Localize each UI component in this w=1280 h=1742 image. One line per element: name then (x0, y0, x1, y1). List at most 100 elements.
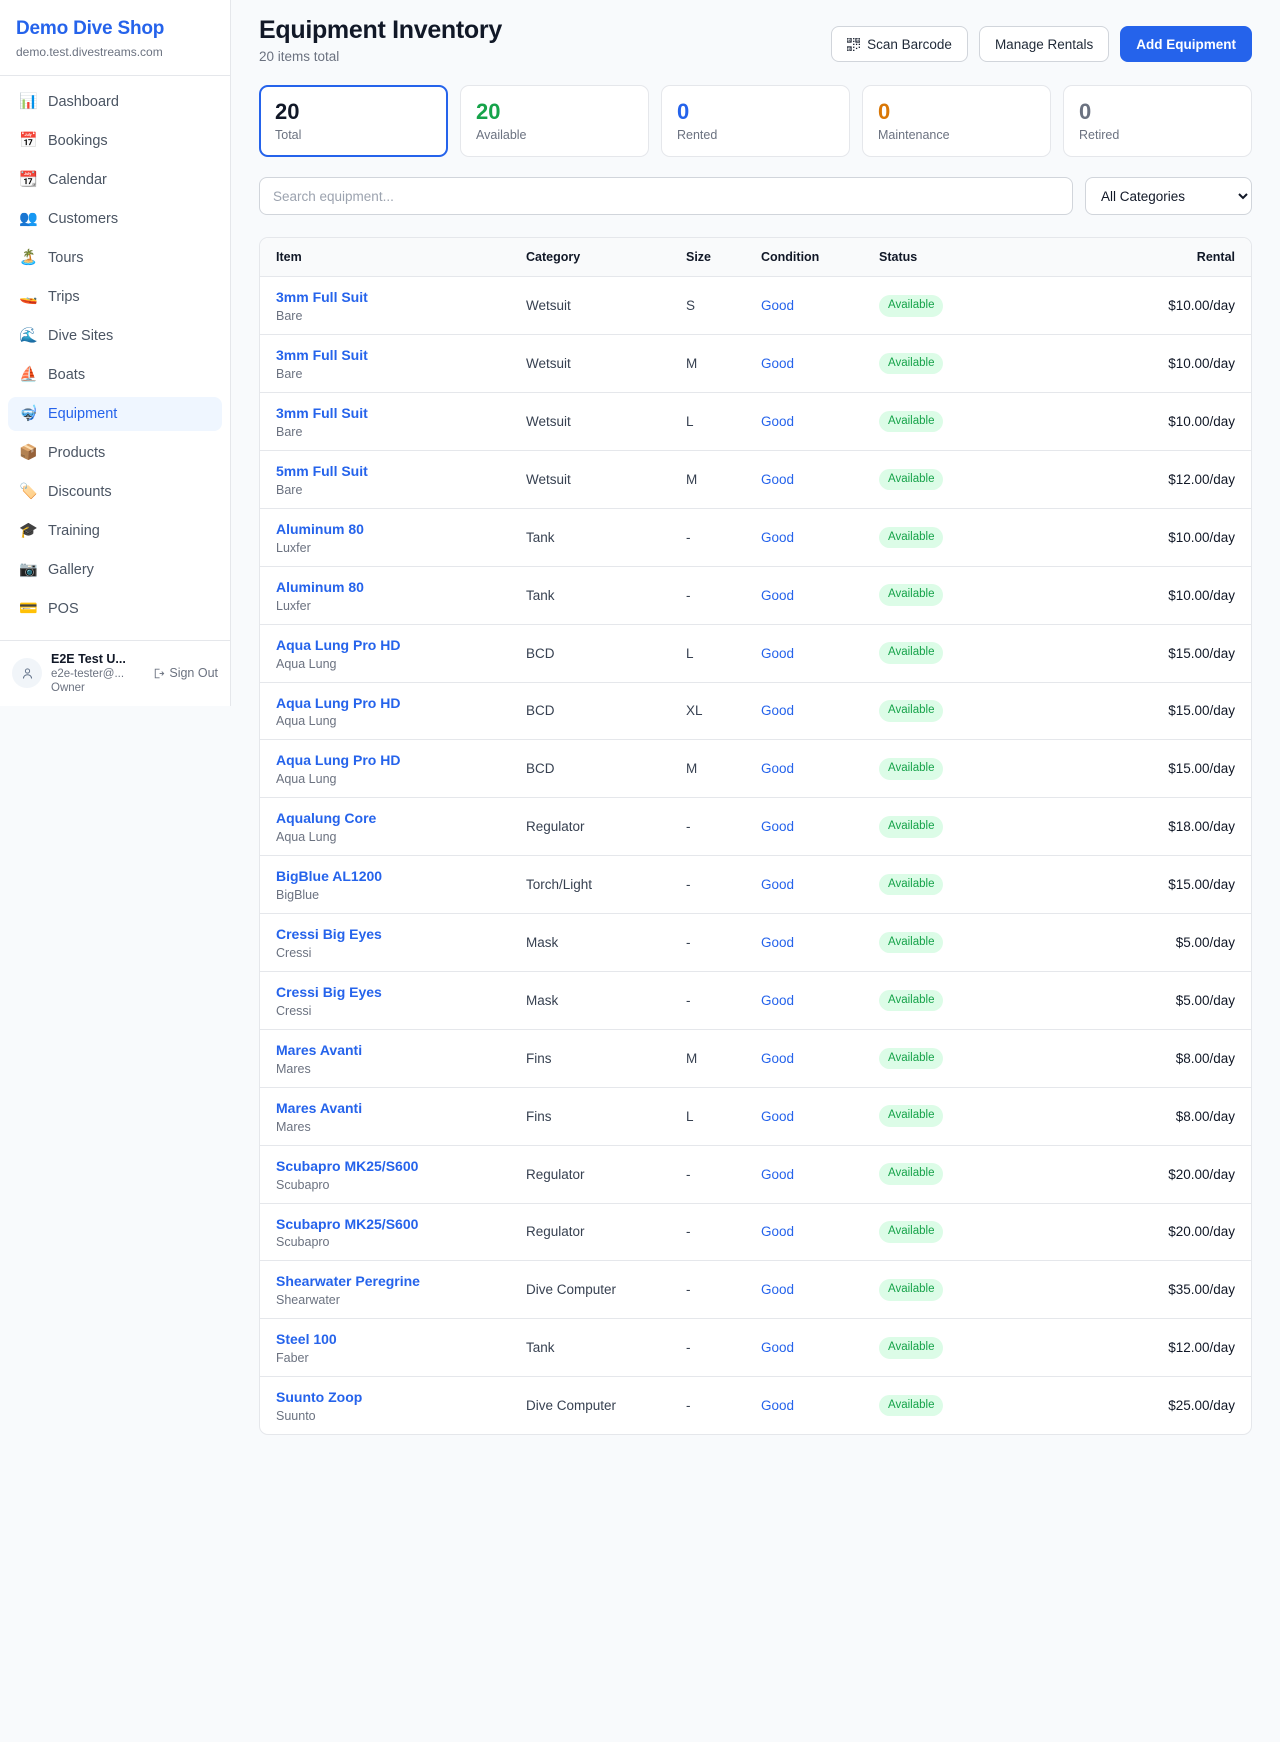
column-header-size[interactable]: Size (670, 238, 745, 278)
table-row[interactable]: Steel 100 Faber Tank - Good Available $12.00/d… (260, 1318, 1251, 1378)
sidebar-item-equipment[interactable]: 🤿 Equipment (8, 396, 222, 431)
item-name-link[interactable]: 5mm Full Suit (276, 462, 368, 479)
condition-link[interactable]: Good (761, 1050, 795, 1066)
column-header-item[interactable]: Item (260, 238, 510, 278)
table-row[interactable]: 5mm Full Suit Bare Wetsuit M Good Available $1… (260, 450, 1251, 509)
status-badge: Available (879, 989, 944, 1012)
sidebar-item-trips[interactable]: 🚤 Trips (8, 280, 222, 314)
item-name-link[interactable]: Scubapro MK25/S600 (276, 1157, 419, 1174)
condition-link[interactable]: Good (761, 587, 795, 603)
column-header-category[interactable]: Category (510, 238, 670, 278)
condition-link[interactable]: Good (761, 819, 795, 835)
item-name-link[interactable]: 3mm Full Suit (276, 289, 368, 306)
table-row[interactable]: Cressi Big Eyes Cressi Mask - Good Available $… (260, 913, 1251, 972)
table-row[interactable]: Aluminum 80 Luxfer Tank - Good Available $10.0… (260, 566, 1251, 625)
sidebar-item-pos[interactable]: 💳 POS (8, 592, 222, 626)
item-name-link[interactable]: Aqua Lung Pro HD (276, 694, 401, 711)
scan-barcode-button[interactable]: Scan Barcode (831, 26, 968, 62)
item-name-link[interactable]: Aluminum 80 (276, 520, 364, 537)
table-row[interactable]: Mares Avanti Mares Fins L Good Available $8.00… (260, 1087, 1251, 1146)
brand-block[interactable]: Demo Dive Shop demo.test.divestreams.com (0, 0, 230, 76)
manage-rentals-button[interactable]: Manage Rentals (978, 26, 1110, 62)
table-row[interactable]: Scubapro MK25/S600 Scubapro Regulator - Good… (260, 1145, 1251, 1204)
item-name-link[interactable]: Suunto Zoop (276, 1389, 363, 1406)
stat-card-rented[interactable]: 0 Rented (661, 85, 850, 158)
condition-link[interactable]: Good (761, 1108, 795, 1124)
condition-link[interactable]: Good (761, 761, 795, 777)
stat-card-maintenance[interactable]: 0 Maintenance (862, 85, 1051, 158)
item-name-link[interactable]: Cressi Big Eyes (276, 983, 382, 1000)
item-name-link[interactable]: Mares Avanti (276, 1099, 363, 1116)
condition-link[interactable]: Good (761, 1166, 795, 1182)
condition-link[interactable]: Good (761, 1398, 795, 1414)
item-name-link[interactable]: Aluminum 80 (276, 578, 364, 595)
condition-link[interactable]: Good (761, 1340, 795, 1356)
sidebar-item-discounts[interactable]: 🏷️ Discounts (8, 475, 222, 509)
table-row[interactable]: Aqualung Core Aqua Lung Regulator - Good Avai… (260, 797, 1251, 857)
stat-card-retired[interactable]: 0 Retired (1063, 85, 1252, 158)
table-row[interactable]: Mares Avanti Mares Fins M Good Available $8.00… (260, 1029, 1251, 1088)
item-name-link[interactable]: Steel 100 (276, 1331, 337, 1348)
sign-out-button[interactable]: Sign Out (152, 666, 218, 680)
item-brand: Aqua Lung (276, 714, 337, 729)
status-badge: Available (879, 1221, 944, 1243)
table-row[interactable]: 3mm Full Suit Bare Wetsuit M Good Available $1… (260, 334, 1251, 394)
table-row[interactable]: Cressi Big Eyes Cressi Mask - Good Available $… (260, 971, 1251, 1030)
cell-item: Mares Avanti Mares (260, 1029, 510, 1088)
sidebar-item-training[interactable]: 🎓 Training (8, 514, 222, 548)
add-equipment-button[interactable]: Add Equipment (1120, 26, 1252, 62)
item-name-link[interactable]: Shearwater Peregrine (276, 1273, 420, 1290)
table-row[interactable]: 3mm Full Suit Bare Wetsuit L Good Available $1… (260, 392, 1251, 451)
item-name-link[interactable]: Aqua Lung Pro HD (276, 636, 401, 653)
item-name-link[interactable]: 3mm Full Suit (276, 347, 368, 364)
condition-link[interactable]: Good (761, 356, 795, 372)
table-row[interactable]: BigBlue AL1200 BigBlue Torch/Light - Good Ava… (260, 855, 1251, 915)
item-name-link[interactable]: Cressi Big Eyes (276, 926, 382, 943)
sidebar-item-calendar[interactable]: 📆 Calendar (8, 163, 222, 197)
cell-size: - (686, 1398, 691, 1414)
search-input[interactable] (259, 177, 1073, 216)
sidebar-item-products[interactable]: 📦 Products (8, 436, 222, 470)
item-name-link[interactable]: Aqua Lung Pro HD (276, 752, 401, 769)
table-row[interactable]: Aqua Lung Pro HD Aqua Lung BCD L Good Availab… (260, 624, 1251, 683)
condition-link[interactable]: Good (761, 414, 795, 430)
item-name-link[interactable]: BigBlue AL1200 (276, 868, 383, 885)
condition-link[interactable]: Good (761, 877, 795, 893)
table-row[interactable]: Suunto Zoop Suunto Dive Computer - Good Avail… (260, 1377, 1251, 1434)
table-row[interactable]: Scubapro MK25/S600 Scubapro Regulator - Good… (260, 1203, 1251, 1262)
condition-link[interactable]: Good (761, 645, 795, 661)
condition-link[interactable]: Good (761, 1282, 795, 1298)
sidebar-item-gallery[interactable]: 📷 Gallery (8, 553, 222, 587)
sidebar-item-bookings[interactable]: 📅 Bookings (8, 124, 222, 158)
table-row[interactable]: Aluminum 80 Luxfer Tank - Good Available $10.0… (260, 508, 1251, 567)
cell-condition: Good (745, 276, 863, 336)
condition-link[interactable]: Good (761, 471, 795, 487)
table-row[interactable]: Shearwater Peregrine Shearwater Dive Compu… (260, 1260, 1251, 1320)
stat-card-available[interactable]: 20 Available (460, 85, 649, 158)
item-name-link[interactable]: Scubapro MK25/S600 (276, 1215, 419, 1232)
table-row[interactable]: 3mm Full Suit Bare Wetsuit S Good Available $1… (260, 276, 1251, 336)
table-row[interactable]: Aqua Lung Pro HD Aqua Lung BCD XL Good Availa… (260, 682, 1251, 741)
item-name-link[interactable]: 3mm Full Suit (276, 405, 368, 422)
sidebar-item-tours[interactable]: 🏝️ Tours (8, 241, 222, 275)
sidebar-item-customers[interactable]: 👥 Customers (8, 202, 222, 236)
sidebar-item-boats[interactable]: ⛵ Boats (8, 358, 222, 392)
stat-card-total[interactable]: 20 Total (259, 85, 448, 158)
condition-link[interactable]: Good (761, 298, 795, 314)
condition-link[interactable]: Good (761, 1224, 795, 1240)
condition-link[interactable]: Good (761, 935, 795, 951)
condition-link[interactable]: Good (761, 992, 795, 1008)
category-select[interactable]: All Categories (1085, 177, 1252, 216)
item-name-link[interactable]: Mares Avanti (276, 1041, 363, 1058)
column-header-condition[interactable]: Condition (745, 238, 863, 278)
sidebar-item-dashboard[interactable]: 📊 Dashboard (8, 85, 222, 119)
column-header-rental[interactable]: Rental (983, 238, 1251, 278)
table-row[interactable]: Aqua Lung Pro HD Aqua Lung BCD M Good Availab… (260, 739, 1251, 799)
column-header-status[interactable]: Status (863, 238, 983, 278)
sidebar-item-dive-sites[interactable]: 🌊 Dive Sites (8, 319, 222, 353)
condition-link[interactable]: Good (761, 529, 795, 545)
cell-condition: Good (745, 1318, 863, 1378)
cell-condition: Good (745, 682, 863, 741)
item-name-link[interactable]: Aqualung Core (276, 810, 377, 827)
condition-link[interactable]: Good (761, 703, 795, 719)
